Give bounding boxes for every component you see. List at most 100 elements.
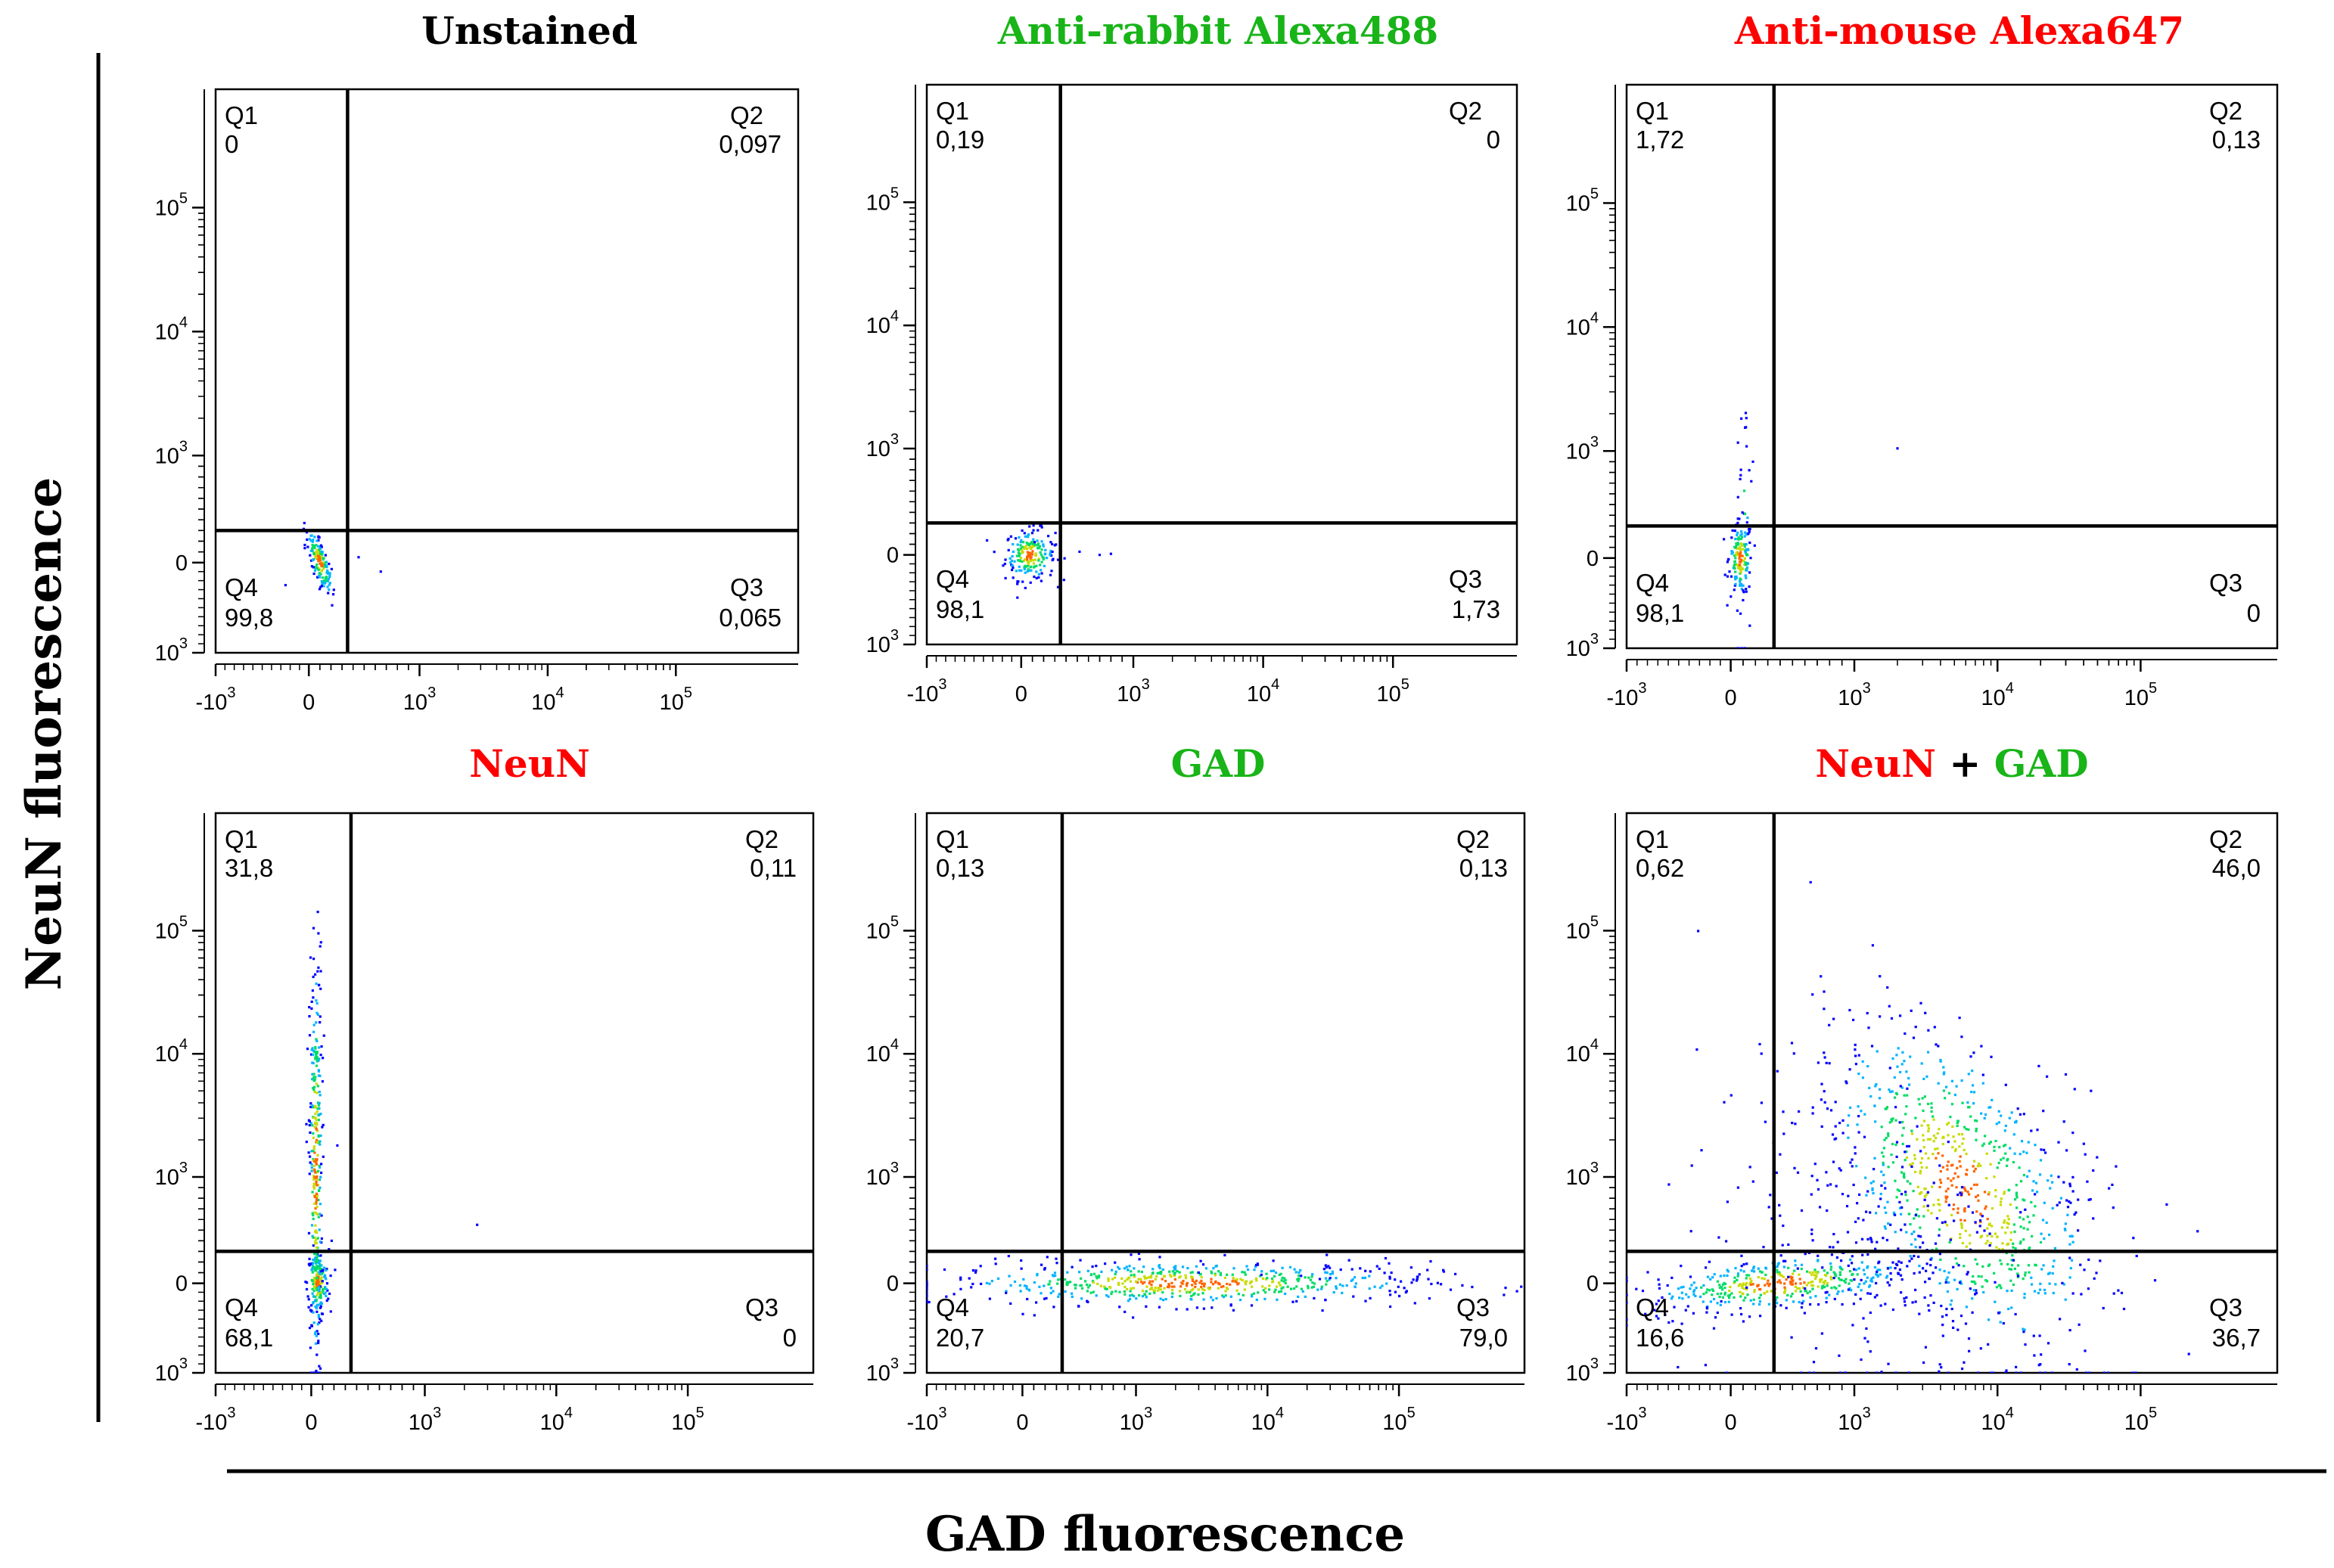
data-point: [1201, 1282, 1204, 1285]
data-point: [1052, 1306, 1055, 1309]
data-point: [1735, 575, 1738, 578]
data-point: [1840, 1259, 1843, 1262]
data-point: [1012, 576, 1015, 579]
data-point: [1030, 559, 1033, 563]
data-point: [2023, 1199, 2026, 1202]
data-point: [314, 1305, 317, 1309]
data-point: [318, 574, 321, 577]
data-point: [1173, 1278, 1176, 1281]
data-point: [1733, 529, 1736, 532]
data-point: [1932, 1118, 1935, 1121]
plot-frame: [1625, 83, 2279, 650]
data-point: [1851, 1158, 1854, 1161]
data-point: [1900, 1212, 1903, 1216]
data-point: [1950, 1079, 1953, 1082]
data-point: [314, 1076, 317, 1079]
data-point: [1920, 1166, 1923, 1169]
data-point: [307, 1151, 310, 1154]
data-point: [1960, 1219, 1963, 1222]
data-point: [1855, 1165, 1858, 1168]
data-point: [313, 1169, 316, 1173]
data-point: [2087, 1258, 2090, 1261]
data-point: [284, 584, 287, 587]
data-point: [1017, 559, 1020, 562]
data-point: [307, 1306, 310, 1309]
data-point: [1838, 1371, 1841, 1373]
data-point: [1914, 1116, 1917, 1119]
data-point: [1758, 1300, 1761, 1303]
data-point: [321, 1080, 324, 1083]
data-point: [1894, 1231, 1897, 1234]
data-point: [1189, 1290, 1192, 1293]
data-point: [1692, 1290, 1695, 1293]
data-point: [319, 1262, 322, 1266]
x-tick-label: 0: [1725, 686, 1737, 710]
quadrant-value-q1: 0,19: [936, 126, 984, 154]
data-point: [319, 1278, 322, 1281]
data-point: [1071, 1292, 1074, 1295]
data-point: [1740, 583, 1743, 586]
data-point: [2079, 1263, 2082, 1266]
data-point: [1885, 1276, 1888, 1279]
y-tick-label: 103: [1566, 433, 1599, 464]
data-point: [1828, 1023, 1831, 1026]
data-point: [1170, 1295, 1173, 1299]
data-point: [1351, 1278, 1354, 1281]
data-point: [1191, 1271, 1194, 1274]
data-point: [309, 554, 312, 557]
data-point: [1335, 1277, 1338, 1280]
data-point: [1084, 1280, 1087, 1283]
data-point: [1737, 552, 1740, 555]
data-point: [1040, 524, 1043, 527]
data-point: [1700, 1286, 1703, 1289]
data-point: [1140, 1270, 1143, 1274]
data-point: [1641, 1290, 1645, 1293]
data-point: [1993, 1149, 1996, 1152]
data-point: [314, 1112, 317, 1116]
data-point: [321, 553, 324, 556]
y-tick-label: 0: [1587, 1272, 1599, 1296]
data-point: [1202, 1307, 1205, 1310]
data-point: [315, 1184, 319, 1187]
data-point: [2042, 1264, 2045, 1267]
data-point: [1170, 1285, 1173, 1288]
x-tick-label: 104: [540, 1405, 573, 1435]
data-point: [1935, 1157, 1938, 1160]
data-point: [1173, 1268, 1176, 1271]
data-point: [1728, 1290, 1731, 1293]
data-point: [328, 576, 331, 579]
data-point: [1040, 540, 1043, 543]
quadrant-value-q3: 79,0: [1459, 1324, 1508, 1352]
data-point: [322, 567, 325, 570]
quadrant-value-q4: 16,6: [1636, 1324, 1684, 1352]
data-point: [1959, 1165, 1962, 1168]
data-point: [1627, 1280, 1628, 1283]
data-point: [1035, 1301, 1038, 1304]
data-point: [311, 1047, 314, 1050]
data-point: [1107, 1295, 1110, 1298]
data-point: [2075, 1368, 2078, 1371]
data-point: [1779, 1254, 1782, 1257]
data-point: [1758, 1042, 1761, 1046]
data-point: [1979, 1236, 1982, 1239]
data-point: [307, 1231, 311, 1234]
data-point: [1823, 1056, 1826, 1059]
data-point: [1858, 1193, 1861, 1196]
data-point: [1810, 1228, 1813, 1231]
data-point: [328, 573, 331, 576]
data-point: [317, 1169, 320, 1172]
data-point: [1740, 587, 1743, 591]
data-point: [2006, 1242, 2010, 1245]
data-point: [1811, 993, 1814, 996]
data-point: [1018, 536, 1021, 539]
data-point: [325, 1294, 328, 1297]
data-point: [1782, 1224, 1785, 1228]
data-point: [1925, 1152, 1928, 1155]
data-point: [1914, 1214, 1917, 1217]
data-point: [1859, 1297, 1862, 1300]
data-point: [1836, 1293, 1839, 1296]
data-point: [1810, 1284, 1813, 1287]
data-point: [1975, 1231, 1978, 1234]
data-point: [1935, 1137, 1938, 1140]
data-point: [1841, 1290, 1845, 1293]
